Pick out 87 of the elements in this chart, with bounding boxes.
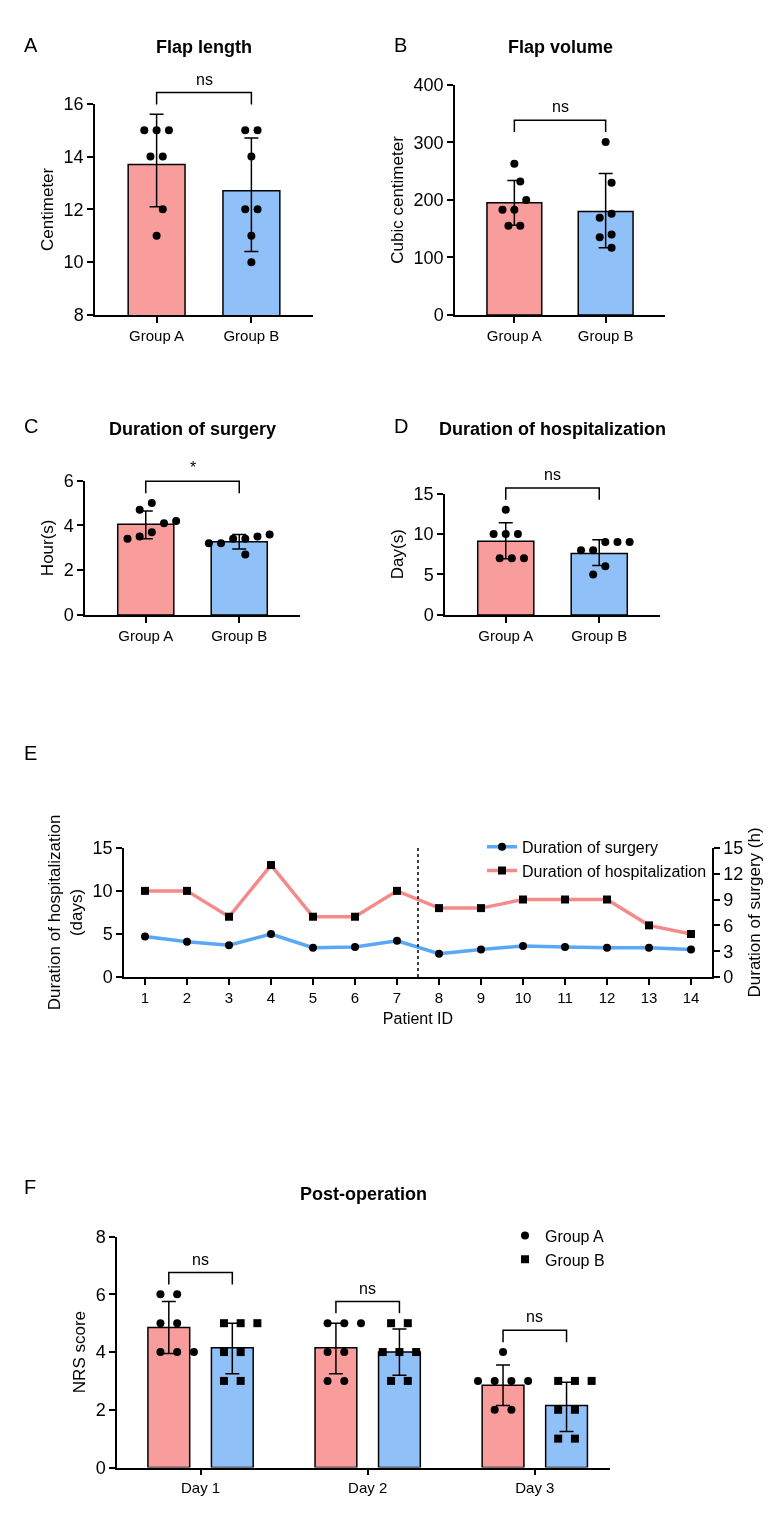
x-tick-label: 4: [266, 988, 276, 1006]
x-tick-label: Group B: [577, 326, 634, 344]
x-tick-label: Group A: [129, 326, 185, 344]
text: D: [394, 415, 409, 437]
y-tick-label: 400: [413, 75, 444, 96]
y-tick-label: 2: [63, 560, 74, 581]
text: E: [24, 742, 38, 764]
text: B: [394, 34, 408, 56]
x-tick-label: Group B: [211, 626, 268, 644]
y-tick-label: 5: [423, 564, 434, 585]
x-tick-label: 9: [476, 988, 486, 1006]
x-axis-title: Patient ID: [382, 1010, 454, 1028]
y-axis-title: Centimeter: [37, 167, 57, 251]
annotation: ns: [359, 1280, 376, 1297]
y2-tick-label: 15: [723, 838, 744, 859]
x-tick-label: 7: [392, 988, 402, 1006]
y-tick-label: 10: [92, 881, 113, 902]
legend-label: Duration of hospitalization: [522, 862, 707, 880]
y-tick-label: 2: [95, 1400, 106, 1421]
y2-tick-label: 3: [723, 941, 734, 962]
x-tick-label: Day 1: [180, 1479, 221, 1497]
y-tick-label: 6: [63, 471, 74, 491]
x-tick-label: Group B: [223, 326, 280, 344]
x-tick-label: Group A: [478, 626, 534, 644]
chart-title: Flap length: [156, 37, 252, 57]
x-tick-label: 1: [140, 988, 150, 1006]
annotation: ns: [552, 98, 569, 115]
y2-tick-label: 9: [723, 889, 734, 910]
y2-tick-label: 6: [723, 915, 734, 936]
y-tick-label: 0: [63, 605, 74, 626]
y-tick-label: 10: [413, 524, 434, 545]
legend-label: Group B: [545, 1251, 605, 1269]
y-tick-label: 8: [95, 1226, 106, 1247]
y-axis-title: NRS score: [69, 1310, 89, 1394]
annotation: ns: [526, 1308, 543, 1325]
y2-axis-title: Duration of surgery (h): [745, 827, 765, 998]
y-tick-label: 4: [95, 1342, 106, 1363]
chart-title: Post-operation: [300, 1184, 428, 1204]
x-tick-label: 14: [682, 988, 700, 1006]
x-tick-label: 6: [350, 988, 360, 1006]
chart-title: Duration of surgery: [109, 419, 277, 439]
y-tick-label: 8: [73, 305, 84, 326]
x-tick-label: Group B: [571, 626, 628, 644]
y2-tick-label: 0: [723, 967, 734, 988]
x-tick-label: 2: [182, 988, 192, 1006]
y-tick-label: 4: [63, 515, 74, 536]
y-tick-label: 5: [102, 924, 113, 945]
x-tick-label: Group A: [118, 626, 174, 644]
y-tick-label: 200: [413, 190, 444, 211]
y-tick-label: 15: [92, 838, 113, 859]
x-tick-label: Group A: [486, 326, 542, 344]
x-tick-label: 11: [557, 988, 573, 1006]
x-tick-label: Day 2: [348, 1479, 388, 1497]
text: C: [24, 415, 39, 437]
y-tick-label: 10: [63, 252, 84, 273]
y-tick-label: 6: [95, 1284, 106, 1305]
y-tick-label: 16: [63, 94, 84, 115]
text: F: [24, 1176, 37, 1198]
legend-label: Duration of surgery: [522, 838, 659, 856]
y-tick-label: 100: [413, 247, 444, 268]
chart-title: Duration of hospitalization: [439, 419, 666, 439]
y-axis-title: Duration of hospitalization (days): [44, 814, 86, 1011]
y2-tick-label: 12: [723, 863, 744, 884]
y-tick-label: 0: [423, 605, 434, 626]
y-axis-title: Hour(s): [37, 519, 57, 577]
text: ns: [544, 466, 561, 483]
x-tick-label: 3: [224, 988, 234, 1006]
legend-label: Group A: [545, 1227, 605, 1245]
y-tick-label: 15: [413, 483, 434, 504]
y-axis-title: Cubic centimeter: [387, 135, 407, 264]
x-tick-label: 13: [640, 988, 658, 1006]
x-tick-label: 5: [308, 988, 318, 1006]
y-tick-label: 12: [63, 199, 84, 220]
text: ns: [196, 71, 213, 88]
x-tick-label: 10: [514, 988, 532, 1006]
x-tick-label: Day 3: [515, 1479, 555, 1497]
text: *: [190, 459, 197, 476]
y-axis-title: Day(s): [387, 529, 407, 580]
y-tick-label: 14: [63, 146, 84, 167]
annotation: ns: [192, 1251, 209, 1268]
text: A: [24, 34, 38, 56]
y-tick-label: 0: [102, 967, 113, 988]
chart-title: Flap volume: [508, 37, 614, 57]
y-tick-label: 300: [413, 132, 444, 153]
y-tick-label: 0: [433, 305, 444, 326]
x-tick-label: 12: [598, 988, 616, 1006]
y-tick-label: 0: [95, 1457, 106, 1478]
